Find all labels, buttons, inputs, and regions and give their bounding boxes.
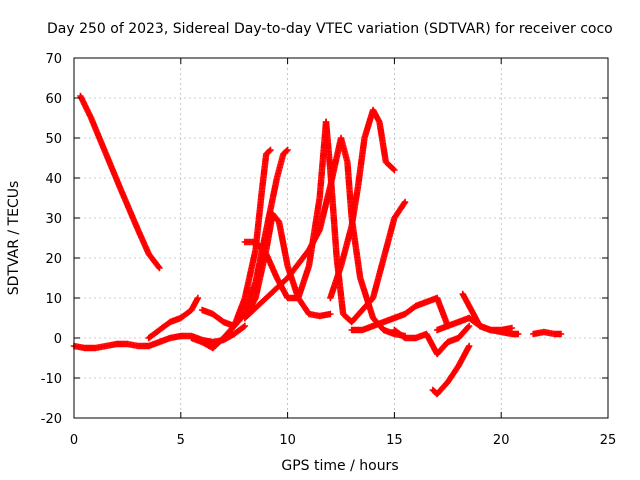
series-track-7 [241, 210, 334, 322]
y-tick-label: 20 [45, 252, 62, 267]
data-point [557, 330, 565, 338]
axis-ticks [73, 57, 609, 419]
data-point [156, 264, 163, 272]
x-tick-label: 15 [386, 433, 403, 448]
series-track-15 [433, 314, 516, 334]
data-point [391, 166, 398, 174]
x-axis-label: GPS time / hours [281, 458, 398, 474]
x-tick-label: 5 [177, 433, 185, 448]
data-point [266, 147, 273, 155]
data-point [284, 146, 291, 154]
data-point [465, 342, 473, 350]
y-tick-label: 0 [54, 332, 62, 347]
data-point [155, 263, 162, 271]
series-track-11 [348, 294, 451, 334]
data-point [464, 323, 472, 331]
x-tick-label: 0 [70, 433, 78, 448]
data-marks [70, 92, 565, 398]
y-tick-label: -20 [41, 412, 62, 427]
data-point [241, 322, 249, 330]
data-point [194, 294, 202, 302]
series-track-16 [530, 328, 565, 338]
series-track-12 [391, 322, 473, 358]
y-tick-label: 40 [45, 172, 62, 187]
data-point [515, 330, 522, 338]
y-tick-label: -10 [41, 372, 62, 387]
y-tick-label: 30 [45, 212, 62, 227]
data-point [240, 323, 247, 331]
data-point [401, 200, 408, 207]
y-tick-label: 60 [45, 92, 62, 107]
series-track-3 [145, 294, 202, 342]
y-tick-label: 50 [45, 132, 62, 147]
grid-lines [74, 58, 608, 418]
chart-title: Day 250 of 2023, Sidereal Day-to-day VTE… [47, 21, 613, 37]
x-tick-label: 10 [279, 433, 296, 448]
x-tick-label: 25 [600, 433, 617, 448]
y-tick-label: 10 [45, 292, 62, 307]
x-tick-label: 20 [493, 433, 510, 448]
data-point [267, 146, 274, 154]
data-point [283, 147, 290, 155]
data-point [465, 322, 473, 330]
data-point [327, 310, 334, 318]
data-point [401, 198, 409, 206]
x-tick-labels: 0 5 10 15 20 25 [70, 433, 616, 448]
data-point [390, 165, 397, 173]
plot-frame [73, 57, 609, 419]
y-tick-label: 70 [45, 52, 62, 67]
series-track-1 [77, 92, 163, 272]
y-axis-label: SDTVAR / TECUs [6, 181, 22, 296]
series-track-13 [429, 342, 473, 398]
series-track-10 [327, 106, 398, 302]
data-point [508, 324, 516, 332]
y-tick-labels: -20 -10 0 10 20 30 40 50 60 70 [41, 52, 62, 427]
